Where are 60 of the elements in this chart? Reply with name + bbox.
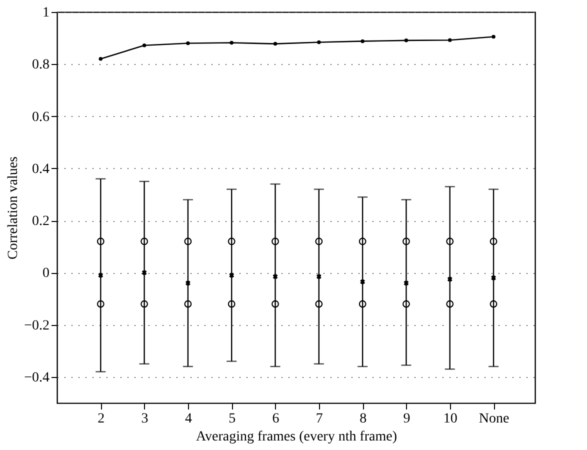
point xyxy=(272,238,279,246)
y-tick-label: 0.6 xyxy=(32,110,50,125)
point xyxy=(315,300,323,308)
point xyxy=(142,270,147,276)
point xyxy=(272,300,279,308)
point xyxy=(360,39,364,44)
point xyxy=(98,272,104,278)
x-tick-label: None xyxy=(478,412,510,426)
point xyxy=(316,274,322,280)
point xyxy=(404,280,409,286)
point xyxy=(360,279,366,284)
x-tick-label: 10 xyxy=(443,412,458,426)
point xyxy=(142,44,146,48)
x-tick-label: 4 xyxy=(184,412,192,426)
point xyxy=(317,40,321,44)
point xyxy=(96,300,104,308)
point xyxy=(98,57,103,61)
x-tick-label: 9 xyxy=(403,412,410,426)
point xyxy=(185,280,190,286)
x-tick-label: 5 xyxy=(228,412,236,426)
point xyxy=(229,272,234,278)
point xyxy=(96,238,104,246)
y-tick-label: 0.2 xyxy=(32,214,50,230)
point xyxy=(492,34,496,39)
point xyxy=(402,238,410,246)
x-tick-label: 3 xyxy=(141,412,148,426)
x-tick-label: 2 xyxy=(98,412,105,426)
point xyxy=(272,274,278,280)
point xyxy=(490,238,498,246)
y-tick-label: 0.4 xyxy=(32,162,50,177)
point xyxy=(315,238,323,246)
point xyxy=(228,238,236,246)
point xyxy=(184,238,192,246)
y-tick-label: −0.4 xyxy=(24,370,50,386)
point xyxy=(186,41,190,46)
point xyxy=(490,300,498,308)
x-tick-label: 6 xyxy=(272,412,280,426)
point xyxy=(358,300,366,308)
point xyxy=(273,42,278,46)
point xyxy=(446,300,454,308)
x-tick-label: 8 xyxy=(360,412,367,426)
point xyxy=(140,238,148,246)
point xyxy=(230,40,234,45)
point xyxy=(446,238,454,246)
y-tick-label: 1 xyxy=(42,6,50,20)
point xyxy=(140,300,148,308)
point xyxy=(402,300,410,308)
x-tick-label: 7 xyxy=(316,412,323,426)
y-tick-label: −0.2 xyxy=(24,318,50,334)
point xyxy=(404,38,408,42)
point xyxy=(358,238,366,246)
point xyxy=(448,38,452,42)
y-tick-label: 0 xyxy=(42,266,50,282)
point xyxy=(184,300,192,308)
point xyxy=(491,275,496,280)
x-axis-title: Averaging frames (every nth frame) xyxy=(196,430,398,444)
y-axis-title: Correlation values xyxy=(6,156,22,260)
point xyxy=(228,300,236,308)
y-tick-label: 0.8 xyxy=(32,58,50,73)
point xyxy=(447,276,452,282)
